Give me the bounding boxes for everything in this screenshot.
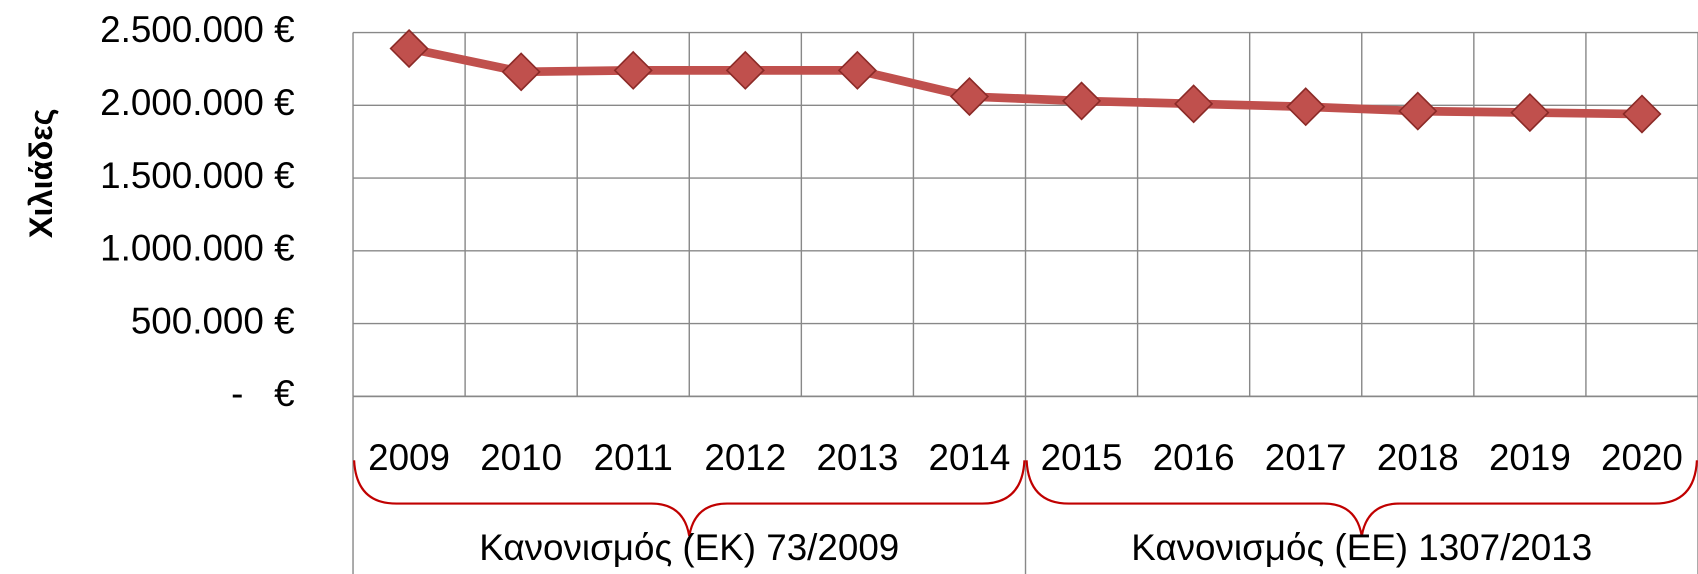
x-tick-label: 2019 [1489,437,1571,478]
y-tick-label: - € [231,373,294,414]
y-tick-label: 500.000 € [131,300,295,341]
y-tick-label: 1.500.000 € [100,155,294,196]
x-tick-label: 2011 [594,437,673,478]
data-point [1510,93,1550,133]
y-axis-title: Χιλιάδες [23,108,59,238]
data-point [1286,87,1326,127]
x-tick-label: 2014 [929,437,1011,478]
x-tick-label: 2020 [1601,437,1683,478]
group-label: Κανονισμός (ΕΚ) 73/2009 [479,527,899,568]
x-tick-label: 2013 [816,437,898,478]
x-tick-label: 2010 [480,437,562,478]
x-tick-label: 2016 [1153,437,1235,478]
group-brace [353,460,1026,537]
data-point [725,50,765,90]
x-tick-label: 2015 [1041,437,1123,478]
x-tick-label: 2017 [1265,437,1347,478]
x-tick-label: 2009 [368,437,450,478]
data-point [1174,84,1214,124]
x-tick-label: 2018 [1377,437,1459,478]
data-point [501,52,541,92]
data-point [389,28,429,69]
data-point [613,50,653,90]
y-tick-label: 1.000.000 € [100,228,294,269]
y-tick-label: 2.000.000 € [100,82,294,123]
group-brace [1025,460,1698,537]
x-tick-label: 2012 [704,437,786,478]
data-point [1622,94,1662,134]
data-point [1398,91,1438,131]
group-label: Κανονισμός (ΕΕ) 1307/2013 [1131,527,1592,568]
data-point [949,76,990,117]
data-point [837,50,877,90]
y-tick-label: 2.500.000 € [100,9,294,50]
data-point [1061,81,1102,121]
